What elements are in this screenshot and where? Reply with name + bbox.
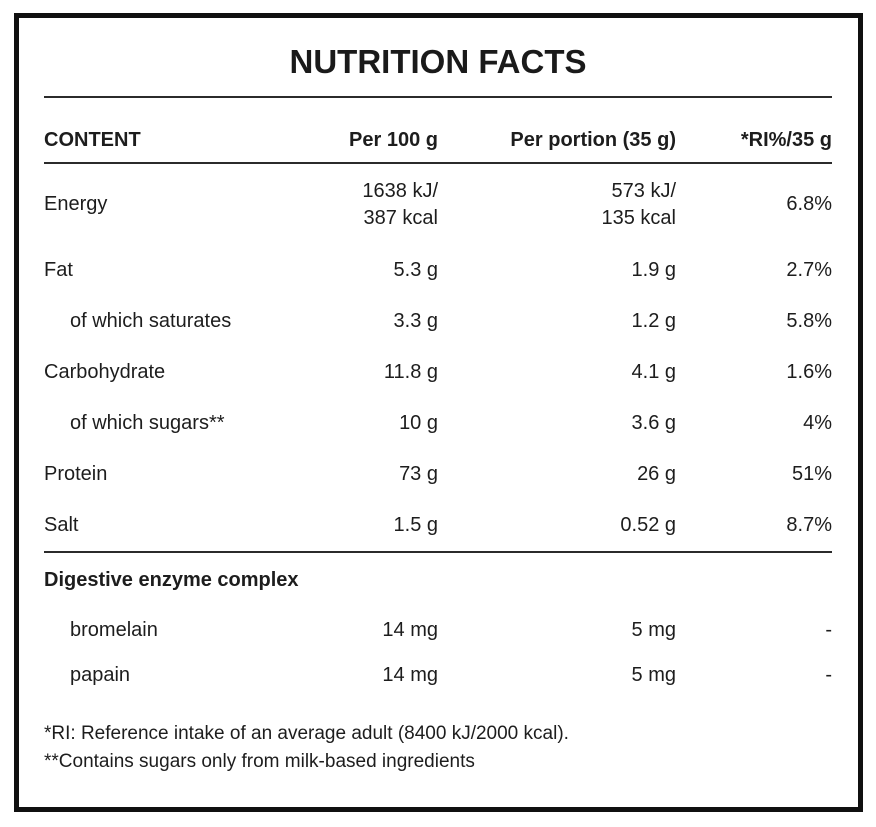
cell-per-100g: 11.8 g — [383, 361, 438, 383]
column-header-per-100g: Per 100 g — [349, 129, 438, 151]
cell-ri-percent: 4% — [803, 412, 832, 434]
cell-per-portion: 1.2 g — [631, 310, 676, 332]
cell-ri-percent: 2.7% — [786, 259, 832, 281]
footnote-reference-intake: *RI: Reference intake of an average adul… — [44, 723, 569, 744]
row-label: Protein — [44, 463, 108, 485]
cell-per-100g: 14 mg — [382, 619, 438, 641]
cell-per-portion: 5 mg — [631, 664, 676, 686]
header-divider — [44, 162, 832, 164]
row-label: bromelain — [70, 619, 158, 641]
section-header-enzymes: Digestive enzyme complex — [44, 553, 832, 608]
table-header-row: CONTENT Per 100 g Per portion (35 g) *RI… — [44, 98, 832, 151]
cell-ri-percent: 8.7% — [786, 514, 832, 536]
cell-per-portion: 573 kJ/ 135 kcal — [601, 179, 677, 229]
row-label: Energy — [44, 193, 108, 215]
footnote-sugars: **Contains sugars only from milk-based i… — [44, 751, 475, 772]
cell-per-100g: 14 mg — [382, 664, 438, 686]
cell-per-100g: 3.3 g — [393, 310, 438, 332]
footnotes: *RI: Reference intake of an average adul… — [44, 720, 832, 776]
column-header-content: CONTENT — [44, 129, 141, 151]
row-label: Fat — [44, 259, 73, 281]
table-row-sugars: of which sugars** 10 g 3.6 g 4% — [44, 398, 832, 449]
title-divider — [44, 96, 832, 98]
nutrition-facts-label: NUTRITION FACTS CONTENT Per 100 g Per po… — [14, 13, 863, 812]
cell-ri-percent: 6.8% — [786, 193, 832, 215]
cell-ri-percent: 51% — [791, 463, 832, 485]
row-label: Carbohydrate — [44, 361, 166, 383]
section-divider — [44, 551, 832, 553]
cell-per-portion: 26 g — [637, 463, 676, 485]
cell-ri-percent: - — [825, 664, 832, 686]
page-title: NUTRITION FACTS — [289, 43, 587, 80]
cell-ri-percent: - — [825, 619, 832, 641]
row-label: papain — [70, 664, 131, 686]
row-label: Salt — [44, 514, 79, 536]
table-row-carbohydrate: Carbohydrate 11.8 g 4.1 g 1.6% — [44, 347, 832, 398]
table-row-energy: Energy 1638 kJ/ 387 kcal 573 kJ/ 135 kca… — [44, 164, 832, 245]
table-row-papain: papain 14 mg 5 mg - — [44, 653, 832, 698]
row-label: of which saturates — [70, 310, 232, 332]
cell-per-100g: 5.3 g — [393, 259, 438, 281]
cell-per-100g: 1638 kJ/ 387 kcal — [362, 179, 438, 229]
cell-per-portion: 3.6 g — [631, 412, 676, 434]
column-header-per-portion: Per portion (35 g) — [510, 129, 676, 151]
cell-per-portion: 1.9 g — [631, 259, 676, 281]
table-row-bromelain: bromelain 14 mg 5 mg - — [44, 608, 832, 653]
cell-per-portion: 5 mg — [631, 619, 676, 641]
table-row-saturates: of which saturates 3.3 g 1.2 g 5.8% — [44, 296, 832, 347]
section-title: Digestive enzyme complex — [44, 569, 299, 591]
cell-ri-percent: 1.6% — [786, 361, 832, 383]
table-row-fat: Fat 5.3 g 1.9 g 2.7% — [44, 245, 832, 296]
column-header-ri-percent: *RI%/35 g — [740, 129, 832, 151]
table-row-salt: Salt 1.5 g 0.52 g 8.7% — [44, 500, 832, 551]
cell-per-100g: 10 g — [399, 412, 438, 434]
cell-per-portion: 4.1 g — [631, 361, 676, 383]
cell-per-100g: 1.5 g — [393, 514, 438, 536]
table-row-protein: Protein 73 g 26 g 51% — [44, 449, 832, 500]
cell-ri-percent: 5.8% — [786, 310, 832, 332]
row-label: of which sugars** — [70, 412, 225, 434]
cell-per-portion: 0.52 g — [620, 514, 676, 536]
cell-per-100g: 73 g — [399, 463, 438, 485]
